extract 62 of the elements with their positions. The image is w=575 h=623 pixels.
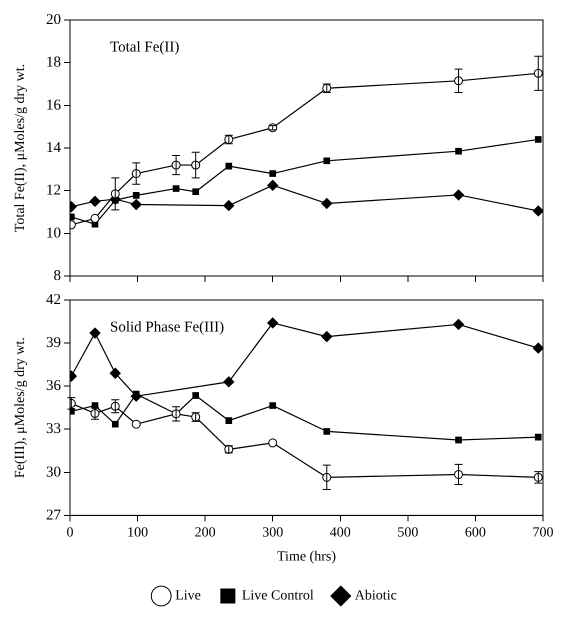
point [132,192,140,199]
point [532,342,543,354]
x-tick-label: 400 [330,525,351,540]
point [455,436,462,444]
annotation: Total Fe(II) [110,39,180,56]
x-tick-label: 200 [194,525,216,540]
x-tick-label: 300 [262,525,284,540]
y-tick-label: 8 [54,268,61,284]
point [90,196,100,207]
point [223,376,234,388]
point [225,417,232,424]
point [323,428,330,435]
y-axis-title: Total Fe(II), μMoles/g dry wt. [13,64,28,232]
point [172,185,180,192]
y-tick-label: 27 [46,507,62,524]
point [92,402,98,409]
point [112,420,119,428]
point [267,180,278,191]
y-tick-label: 12 [46,182,61,199]
x-axis-title: Time (hrs) [277,549,336,564]
point [110,368,121,379]
point [455,148,462,155]
x-tick-label: 0 [66,525,74,540]
point [130,199,142,210]
y-tick-label: 39 [46,335,61,352]
point [453,318,464,330]
y-tick-label: 18 [46,54,61,71]
point [453,189,464,200]
y-tick-label: 30 [46,464,61,480]
x-tick-label: 600 [464,525,486,540]
point [225,162,232,170]
point [321,331,332,342]
point [192,188,200,196]
y-tick-label: 14 [46,140,62,156]
point [90,214,100,223]
x-tick-label: 500 [397,525,418,540]
point [90,328,100,339]
x-tick-label: 700 [532,525,554,540]
y-tick-label: 16 [46,97,62,114]
y-tick-label: 42 [46,292,61,308]
y-tick-label: 36 [46,378,62,394]
legend-label: Live Control [242,588,314,604]
annotation: Solid Phase Fe(III) [110,319,224,336]
x-tick-label: 100 [127,525,148,540]
y-tick-label: 20 [46,12,61,28]
point [132,420,141,429]
point [321,198,332,209]
point [534,434,542,440]
point [192,392,200,399]
legend-label: Abiotic [354,588,397,604]
point [267,317,278,328]
point [269,170,276,177]
y-tick-label: 33 [46,421,61,438]
y-axis-title: Fe(III), μMoles/g dry wt. [13,337,28,478]
point [269,402,276,409]
y-tick-label: 10 [46,225,61,242]
point [532,205,543,216]
point [323,157,330,164]
point [268,438,278,448]
point [223,200,234,212]
point [534,136,542,143]
legend-label: Live [175,588,201,604]
